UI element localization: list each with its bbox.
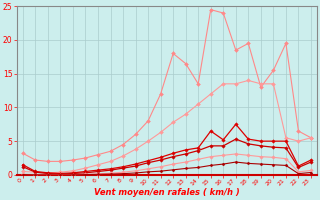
X-axis label: Vent moyen/en rafales ( km/h ): Vent moyen/en rafales ( km/h ) xyxy=(94,188,240,197)
